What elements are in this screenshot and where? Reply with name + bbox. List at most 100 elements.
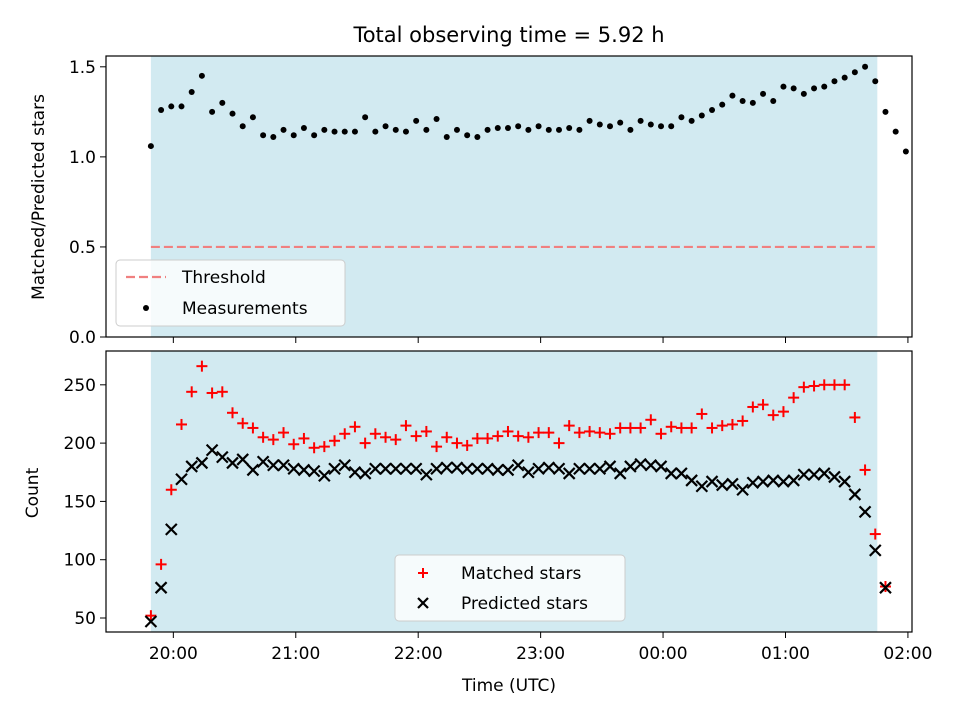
matched-star-point: [747, 401, 759, 413]
matched-star-point: [390, 434, 402, 446]
predicted-star-point: [409, 462, 423, 476]
matched-star-point: [543, 427, 555, 439]
measurement-point: [831, 78, 838, 85]
legend-predicted-label: Predicted stars: [461, 594, 588, 614]
predicted-star-point: [369, 462, 382, 476]
bottom-ytick-label: 100: [64, 551, 96, 571]
top-axes-frame: [105, 55, 913, 338]
predicted-star-point: [848, 488, 862, 501]
matched-star-point: [410, 430, 422, 442]
measurement-point: [351, 128, 358, 135]
predicted-star-point: [185, 460, 198, 473]
predicted-star-point: [511, 458, 525, 472]
predicted-star-point: [226, 456, 239, 470]
measurement-point: [678, 114, 685, 121]
predicted-star-point: [267, 458, 280, 472]
measurement-point: [219, 99, 226, 106]
xlabel: Time (UTC): [461, 676, 556, 696]
matched-star-point: [227, 407, 239, 419]
predicted-star-point: [868, 544, 882, 557]
matched-star-point: [451, 437, 463, 449]
matched-star-point: [145, 610, 157, 622]
top-ytick-label: 0.5: [69, 238, 96, 258]
matched-star-point: [308, 442, 320, 454]
matched-star-point: [339, 428, 351, 440]
predicted-star-point: [726, 477, 739, 491]
predicted-star-point: [879, 581, 892, 594]
predicted-star-point: [532, 462, 545, 476]
bottom-legend: Matched stars Predicted stars: [394, 554, 626, 622]
measurement-point: [515, 123, 522, 130]
matched-star-point: [359, 437, 371, 449]
bottom-ytick-label: 150: [64, 492, 96, 512]
matched-star-point: [573, 427, 585, 439]
measurement-point: [586, 117, 593, 124]
bottom-plot: 50 100 150 200 250 20:00 21:00 22:00 23:00 00:00 0…: [64, 350, 932, 664]
matched-star-point: [288, 438, 300, 450]
measurement-point: [423, 126, 430, 133]
matched-star-point: [686, 422, 698, 434]
predicted-star-point: [807, 468, 821, 481]
predicted-star-point: [766, 474, 780, 487]
matched-star-point: [645, 414, 657, 426]
matched-star-point: [165, 484, 177, 496]
measurement-point: [821, 83, 828, 90]
measurement-point: [811, 85, 818, 92]
matched-star-point: [584, 425, 596, 437]
matched-star-point: [726, 418, 738, 430]
matched-star-point: [624, 422, 636, 434]
measurement-point: [841, 74, 848, 81]
predicted-star-point: [389, 462, 403, 476]
predicted-star-point: [552, 462, 566, 476]
measurement-point: [658, 123, 665, 130]
measurement-point: [800, 90, 807, 97]
predicted-star-point: [175, 472, 188, 486]
matched-star-point: [461, 439, 473, 451]
measurement-point: [688, 117, 695, 124]
predicted-star-point: [440, 461, 454, 474]
measurement-point: [698, 112, 705, 119]
predicted-star-point: [797, 468, 811, 481]
predicted-star-point: [216, 450, 229, 464]
predicted-star-point: [501, 463, 515, 477]
measurement-point: [464, 132, 471, 139]
matched-star-point: [716, 420, 728, 432]
measurement-point: [372, 128, 379, 135]
predicted-star-point: [450, 461, 464, 474]
measurement-point: [331, 128, 338, 135]
xtick-label: 02:00: [883, 644, 932, 664]
matched-star-point: [655, 428, 667, 440]
matched-star-point: [808, 380, 820, 392]
matched-star-point: [369, 428, 381, 440]
matched-star-point: [206, 387, 218, 399]
measurement-point: [474, 134, 481, 141]
predicted-star-point: [573, 462, 586, 476]
measurement-point: [382, 123, 389, 130]
bottom-legend-box: [394, 554, 626, 622]
predicted-star-point: [705, 475, 719, 488]
top-plot: 0.0 0.5 1.0 1.5 Threshold Measurements: [69, 55, 913, 348]
predicted-star-point: [583, 462, 596, 476]
measurement-point: [647, 121, 654, 128]
predicted-star-point: [746, 476, 760, 490]
measurement-point: [341, 128, 348, 135]
predicted-star-point: [695, 479, 709, 493]
predicted-star-point: [460, 462, 474, 476]
predicted-star-point: [736, 483, 749, 497]
measurement-point: [260, 132, 267, 139]
measurement-point: [770, 98, 777, 105]
predicted-star-point: [328, 462, 341, 476]
matched-star-point: [767, 409, 779, 421]
chart-title: Total observing time = 5.92 h: [352, 23, 664, 47]
bottom-ytick-label: 200: [64, 434, 96, 454]
measurement-point: [453, 126, 460, 133]
measurement-point: [862, 63, 869, 70]
bottom-ylabel: Count: [23, 467, 43, 518]
top-ytick-label: 0.0: [69, 328, 96, 348]
legend-measurements-swatch: [143, 305, 149, 311]
matched-star-point: [216, 386, 228, 398]
matched-star-point: [329, 435, 341, 447]
measurement-point: [198, 72, 205, 79]
measurement-point: [290, 132, 297, 139]
